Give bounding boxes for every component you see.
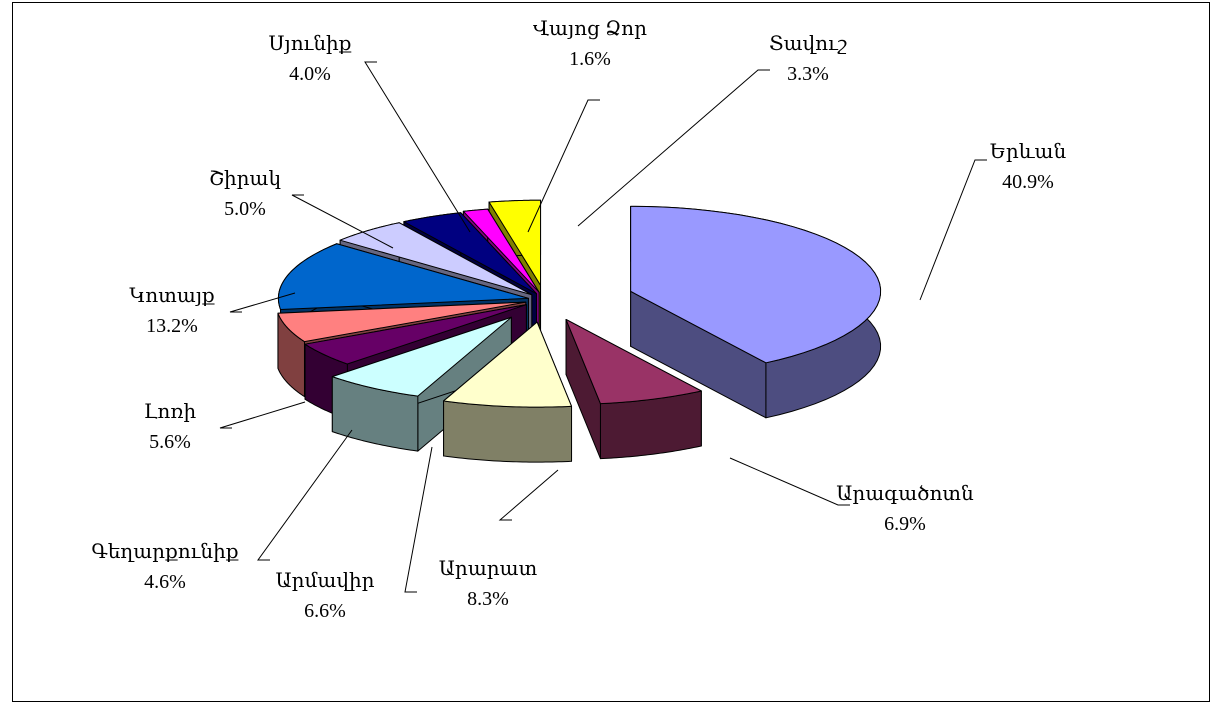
slice-name-label: Երևան [990,141,1067,163]
slice-name-label: Լոռի [144,401,197,423]
slice-top [630,205,882,364]
slice-top [304,304,527,365]
slice-rim [443,400,573,463]
slice-name-label: Կոտայք [129,285,215,307]
slice-top [462,208,540,293]
slice-value-label: 3.3% [787,63,829,85]
slice-name-label: Տավուշ [769,33,847,55]
slice-top [403,212,538,295]
slice-top [443,321,573,408]
slice-name-label: Շիրակ [209,168,281,190]
leader-line [498,469,559,521]
slice-value-label: 6.6% [304,600,346,622]
slice-top [331,316,512,397]
pie-slice [443,321,573,463]
slice-value-label: 6.9% [884,513,926,535]
slice-value-label: 5.0% [224,198,266,220]
leader-line [404,446,433,593]
leader-line [527,99,600,233]
slice-name-label: Արարատ [439,558,538,580]
pie-slice [565,318,702,460]
slice-top [339,222,533,296]
leader-line [219,401,306,429]
leader-line [919,159,987,301]
slice-top [277,301,527,343]
slice-name-label: Գեղարքունիք [91,541,238,563]
slice-top [565,318,702,405]
slice-name-label: Արմավիր [275,570,374,592]
leader-line [577,69,770,227]
slice-name-label: Վայոց Ձոր [533,18,647,40]
slice-value-label: 8.3% [467,588,509,610]
slice-name-label: Արագածոտն [836,483,974,505]
slice-value-label: 13.2% [146,315,198,337]
slice-value-label: 40.9% [1002,171,1054,193]
slice-value-label: 1.6% [569,48,611,70]
leader-line [229,292,296,313]
slice-name-label: Սյունիք [269,33,352,55]
slice-value-label: 4.6% [144,571,186,593]
leader-line [364,61,471,233]
leader-line [729,457,850,506]
slice-top [277,243,529,311]
leader-line [291,194,394,249]
slice-value-label: 5.6% [149,431,191,453]
leader-line [257,429,353,561]
slice-top [488,199,542,286]
slice-value-label: 4.0% [289,63,331,85]
pie-slice [630,205,882,419]
